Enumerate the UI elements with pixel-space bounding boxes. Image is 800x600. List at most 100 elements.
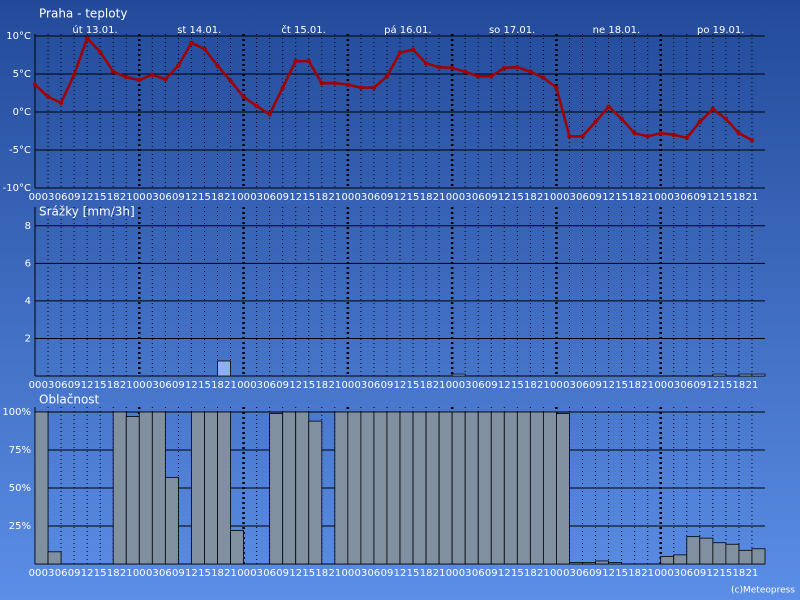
day-label: čt 15.01. [281, 24, 325, 36]
x-tick-label: 03 [459, 192, 472, 203]
y-tick-label: 10°C [6, 31, 31, 42]
point [449, 65, 455, 71]
x-tick-label: 15 [302, 192, 315, 203]
point [267, 112, 272, 117]
point [124, 74, 129, 80]
point [462, 69, 468, 74]
y-tick-label: -5°C [9, 145, 31, 156]
x-tick-label: 18 [107, 568, 120, 579]
x-tick-label: 18 [524, 568, 537, 579]
x-tick-label: 03 [355, 568, 368, 579]
x-tick-label: 06 [472, 568, 485, 579]
y-tick-label: 5°C [13, 69, 31, 80]
x-tick-label: 03 [563, 380, 576, 391]
x-tick-label: 15 [615, 568, 628, 579]
x-tick-label: 12 [81, 380, 94, 391]
x-tick-label: 15 [94, 192, 107, 203]
y-tick-label: 8 [25, 221, 31, 232]
x-tick-label: 09 [589, 380, 602, 391]
x-tick-label: 00 [550, 380, 563, 391]
x-tick-label: 06 [263, 192, 276, 203]
x-tick-label: 21 [328, 568, 341, 579]
bar [269, 413, 284, 565]
point [671, 132, 676, 137]
x-tick-label: 09 [172, 380, 185, 391]
point [489, 74, 494, 79]
x-tick-label: 00 [550, 192, 563, 203]
bar [490, 411, 505, 565]
bar [217, 411, 231, 565]
x-tick-label: 18 [628, 192, 641, 203]
x-tick-label: 15 [615, 380, 628, 391]
point [554, 85, 559, 90]
x-tick-label: 06 [680, 568, 693, 579]
x-tick-label: 06 [159, 380, 172, 391]
bar [686, 536, 701, 565]
point [384, 74, 390, 79]
x-tick-label: 12 [394, 380, 407, 391]
x-tick-label: 18 [524, 192, 537, 203]
bar [399, 411, 414, 565]
bar [308, 420, 323, 565]
x-tick-label: 00 [133, 568, 146, 579]
x-tick-label: 18 [628, 380, 641, 391]
x-tick-label: 06 [368, 380, 381, 391]
y-tick-label: 6 [25, 258, 31, 269]
point [137, 77, 142, 83]
bar [712, 373, 727, 377]
x-tick-label: 12 [185, 568, 198, 579]
x-tick-label: 15 [511, 568, 524, 579]
day-label: ne 18.01. [593, 25, 640, 36]
x-tick-label: 09 [485, 192, 498, 203]
x-tick-label: 15 [720, 568, 733, 579]
x-tick-label: 12 [498, 568, 511, 579]
point [319, 80, 324, 86]
chart-title: Praha - teploty [39, 7, 127, 21]
bar [516, 411, 531, 565]
bar [673, 554, 688, 565]
bar [47, 551, 62, 565]
bar [451, 411, 466, 565]
x-tick-label: 09 [693, 568, 706, 579]
point [410, 47, 416, 52]
point [111, 69, 116, 74]
point [710, 106, 716, 112]
x-tick-label: 09 [589, 568, 602, 579]
point [176, 63, 181, 68]
x-tick-label: 18 [524, 380, 537, 391]
x-tick-label: 15 [407, 568, 420, 579]
bar [712, 542, 727, 565]
x-tick-label: 12 [706, 380, 719, 391]
point [280, 85, 285, 90]
x-tick-label: 12 [394, 568, 407, 579]
x-tick-label: 12 [81, 192, 94, 203]
x-tick-label: 06 [680, 192, 693, 203]
x-tick-label: 18 [315, 380, 328, 391]
point [150, 72, 155, 77]
x-tick-label: 06 [576, 380, 589, 391]
point [45, 94, 51, 100]
bar [112, 411, 127, 565]
x-tick-label: 21 [433, 192, 446, 203]
x-tick-label: 00 [29, 192, 42, 203]
x-tick-label: 21 [120, 192, 133, 203]
day-label: st 14.01. [177, 25, 221, 36]
y-tick-label: 0°C [13, 107, 31, 118]
y-tick-label: 25% [9, 521, 31, 532]
point [371, 85, 377, 90]
x-tick-label: 15 [302, 380, 315, 391]
bar [477, 411, 492, 565]
point [606, 104, 611, 109]
x-tick-label: 06 [576, 568, 589, 579]
y-tick-label: 2 [25, 333, 31, 344]
x-tick-label: 12 [289, 568, 302, 579]
x-tick-label: 21 [746, 380, 759, 391]
bar [699, 537, 714, 565]
bar [295, 411, 310, 565]
bar [386, 411, 401, 565]
bar [204, 411, 218, 565]
point [593, 119, 598, 125]
x-tick-label: 15 [511, 192, 524, 203]
point [215, 63, 220, 68]
